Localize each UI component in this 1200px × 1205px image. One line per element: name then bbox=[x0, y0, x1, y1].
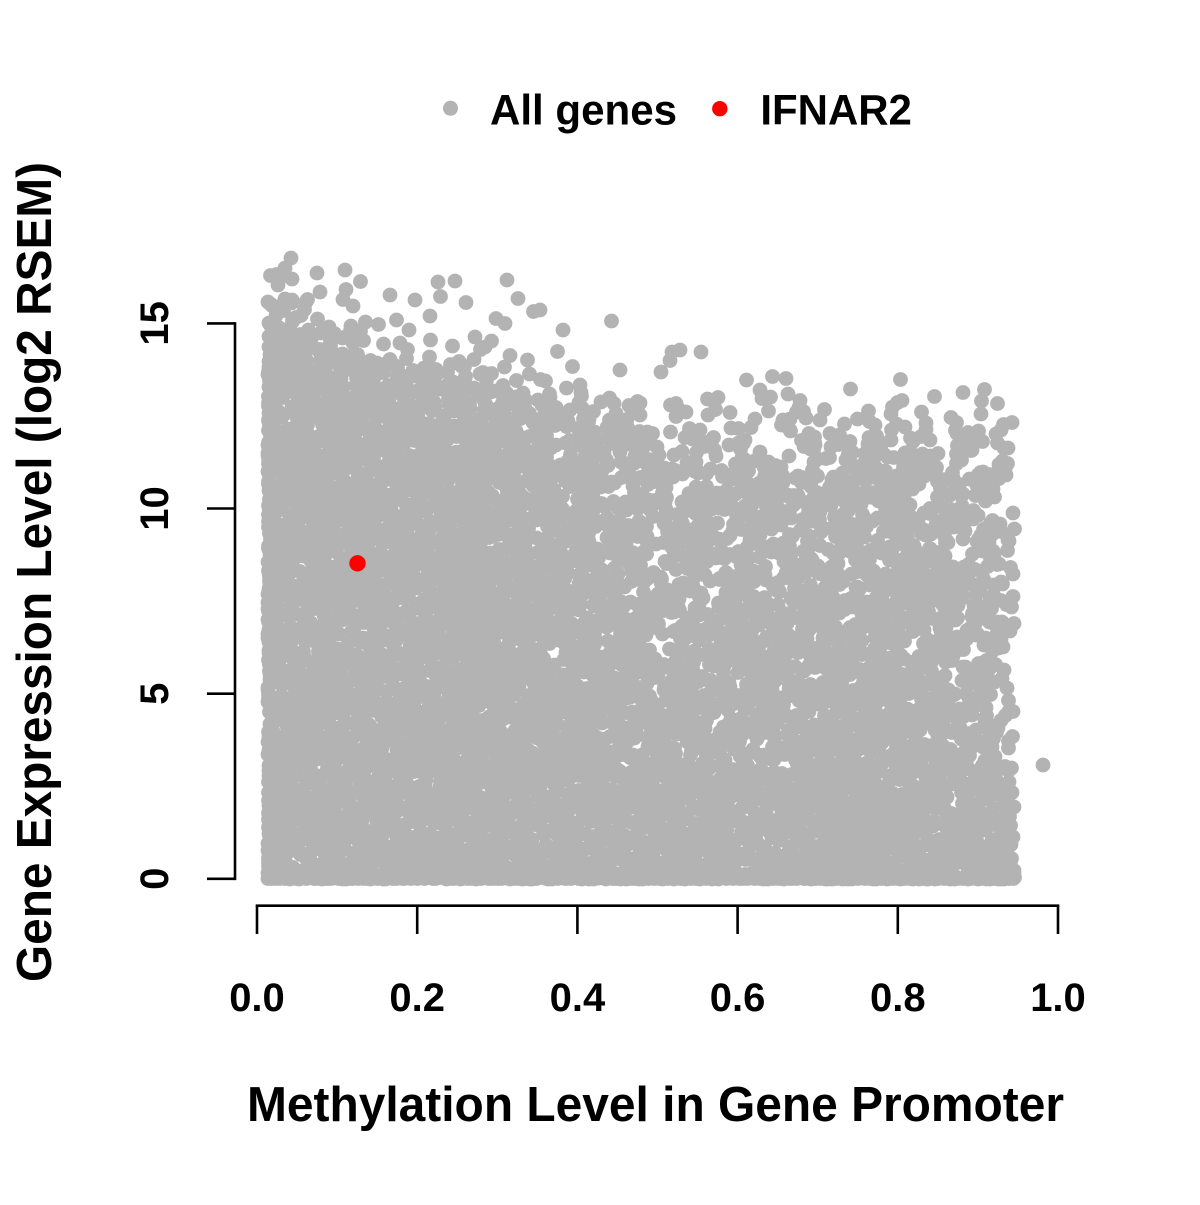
svg-text:0.6: 0.6 bbox=[710, 976, 766, 1020]
svg-text:All genes: All genes bbox=[490, 88, 677, 135]
svg-text:0.2: 0.2 bbox=[389, 976, 445, 1020]
svg-text:IFNAR2: IFNAR2 bbox=[760, 88, 912, 135]
svg-text:1.0: 1.0 bbox=[1030, 976, 1086, 1020]
svg-text:15: 15 bbox=[133, 301, 177, 346]
svg-text:0.8: 0.8 bbox=[870, 976, 926, 1020]
svg-text:10: 10 bbox=[133, 486, 177, 531]
svg-text:5: 5 bbox=[133, 683, 177, 705]
svg-text:Methylation Level in Gene Prom: Methylation Level in Gene Promoter bbox=[247, 1078, 1064, 1132]
svg-text:Gene Expression Level (log2 RS: Gene Expression Level (log2 RSEM) bbox=[8, 162, 62, 982]
svg-text:0: 0 bbox=[133, 868, 177, 890]
svg-text:0.4: 0.4 bbox=[550, 976, 606, 1020]
svg-text:0.0: 0.0 bbox=[229, 976, 285, 1020]
